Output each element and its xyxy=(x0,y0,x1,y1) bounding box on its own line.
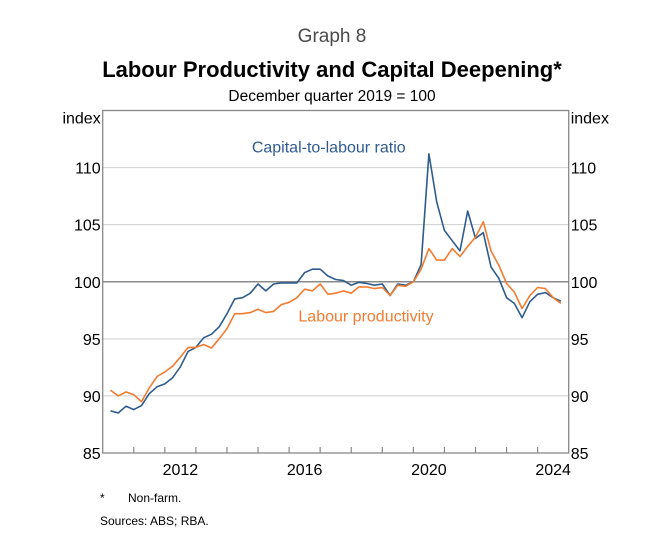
x-axis-labels: 2012 2016 2020 2024 xyxy=(163,462,571,479)
y-tick-label-right: 90 xyxy=(571,389,589,406)
plot-frame xyxy=(102,109,570,454)
y-tick-label-right: 110 xyxy=(571,161,597,178)
y-tick-label-left: 95 xyxy=(83,332,101,349)
gridlines xyxy=(102,167,569,397)
y-tick-label-right: 95 xyxy=(571,332,589,349)
footnote-note: * Non-farm. xyxy=(100,491,181,505)
y-axis-unit-right: index xyxy=(571,111,609,128)
y-tick-label-left: 110 xyxy=(75,161,101,178)
series-label-capital-to-labour-ratio: Capital-to-labour ratio xyxy=(252,140,406,157)
footnote-star: * xyxy=(100,491,105,505)
y-tick-label-left: 100 xyxy=(74,275,101,292)
y-tick-label-left: 85 xyxy=(83,446,101,463)
y-axis-unit-left: index xyxy=(62,111,100,128)
series-lines xyxy=(110,153,562,414)
series-line-labour-productivity xyxy=(110,221,562,403)
y-tick-label-right: 100 xyxy=(571,275,598,292)
chart-title: Labour Productivity and Capital Deepenin… xyxy=(102,57,562,82)
series-line-capital-to-labour-ratio xyxy=(110,153,562,414)
y-axis-labels: 85 85 90 90 95 95 100 100 105 105 110 110 xyxy=(74,161,598,463)
x-tick-label: 2012 xyxy=(163,462,199,479)
footnote-sources: Sources: ABS; RBA. xyxy=(100,514,209,528)
y-tick-label-right: 105 xyxy=(571,218,598,235)
x-tick-label: 2020 xyxy=(411,462,447,479)
chart-subtitle: December quarter 2019 = 100 xyxy=(228,88,436,105)
footnote-text: Non-farm. xyxy=(128,491,182,505)
x-tick-label: 2024 xyxy=(535,462,571,479)
y-tick-label-left: 105 xyxy=(74,218,101,235)
series-label-labour-productivity: Labour productivity xyxy=(298,309,433,326)
x-tick-label: 2016 xyxy=(287,462,323,479)
graph-number: Graph 8 xyxy=(297,26,367,47)
y-tick-label-left: 90 xyxy=(83,389,101,406)
y-tick-label-right: 85 xyxy=(571,446,589,463)
x-axis-ticks xyxy=(133,447,539,453)
